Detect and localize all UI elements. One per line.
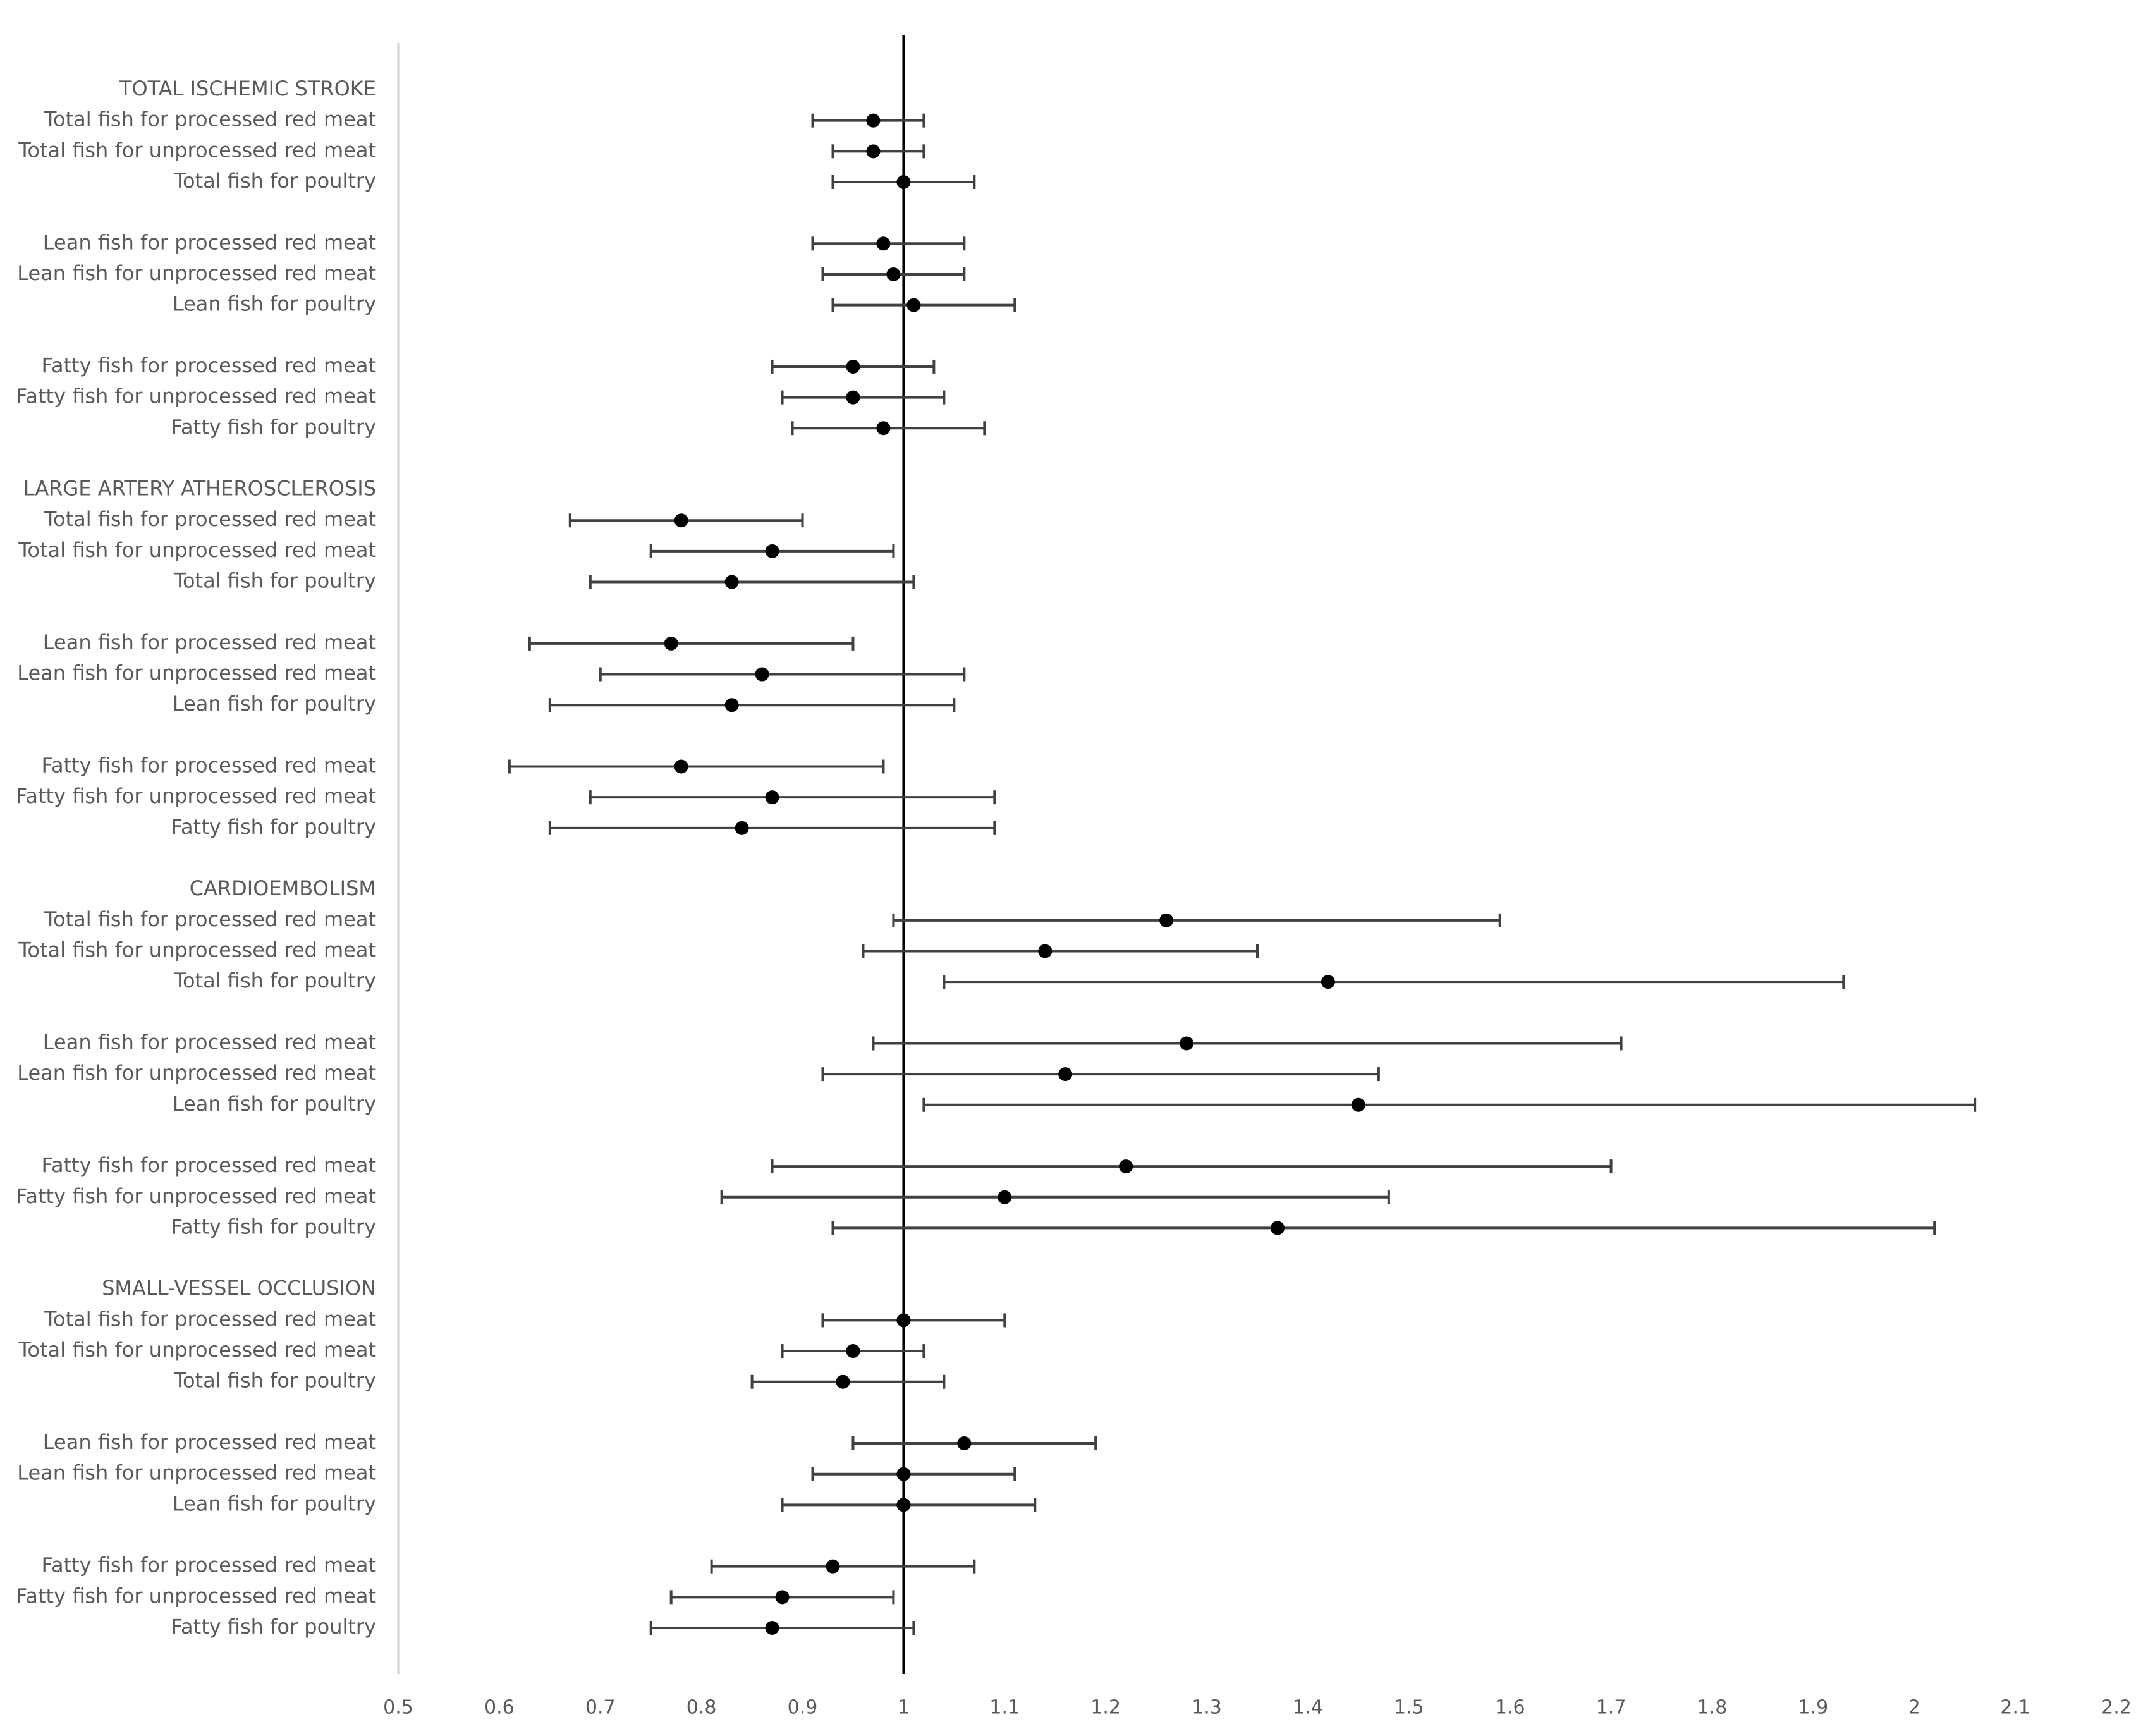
row-label: Fatty fish for poultry: [171, 1214, 376, 1238]
x-tick-label: 1.2: [1090, 1697, 1121, 1719]
row-label: Fatty fish for poultry: [171, 415, 376, 439]
confidence-intervals: [508, 113, 1977, 1635]
row-label: Lean fish for processed red meat: [43, 230, 376, 254]
point-estimate: [664, 636, 678, 651]
point-estimate: [836, 1374, 850, 1389]
x-tick-label: 0.6: [484, 1697, 515, 1719]
group-title: LARGE ARTERY ATHEROSCLEROSIS: [23, 477, 376, 501]
point-estimate: [846, 390, 860, 405]
x-tick-label: 2: [1908, 1697, 1920, 1719]
row-label: Total fish for poultry: [173, 169, 376, 193]
row-label: Lean fish for unprocessed red meat: [17, 661, 376, 685]
x-tick-label: 2.1: [2000, 1697, 2030, 1719]
row-label: Lean fish for processed red meat: [43, 1430, 376, 1454]
point-estimate: [866, 144, 881, 159]
row-label: Total fish for unprocessed red meat: [18, 1338, 376, 1362]
row-label: Fatty fish for processed red meat: [41, 353, 376, 377]
point-estimate: [765, 790, 779, 805]
point-estimate: [896, 1498, 911, 1512]
point-estimate: [876, 421, 891, 436]
point-estimate: [1159, 913, 1174, 927]
x-tick-label: 1.1: [989, 1697, 1020, 1719]
row-label: Total fish for poultry: [173, 569, 376, 593]
point-estimate: [674, 513, 688, 528]
point-estimate: [724, 575, 739, 589]
point-estimate: [876, 236, 891, 251]
point-estimate: [1119, 1159, 1133, 1174]
point-estimate: [826, 1559, 840, 1574]
row-label: Fatty fish for unprocessed red meat: [16, 1584, 376, 1608]
point-estimate: [755, 667, 769, 682]
row-label: Total fish for processed red meat: [44, 1307, 376, 1331]
x-tick-label: 1.6: [1495, 1697, 1525, 1719]
x-tick-label: 0.9: [788, 1697, 818, 1719]
point-estimate: [1351, 1097, 1365, 1112]
row-label: Total fish for unprocessed red meat: [18, 538, 376, 562]
row-label: Lean fish for unprocessed red meat: [17, 1061, 376, 1085]
point-estimate: [1058, 1067, 1073, 1082]
point-estimate: [1038, 944, 1053, 958]
row-label: Lean fish for poultry: [173, 1092, 376, 1116]
point-estimate: [896, 1467, 911, 1481]
row-label: Total fish for processed red meat: [44, 107, 376, 131]
point-estimate: [765, 544, 779, 558]
point-estimate: [846, 359, 860, 374]
x-tick-label: 1: [898, 1697, 910, 1719]
x-tick-label: 1.3: [1192, 1697, 1222, 1719]
point-estimate: [896, 1313, 911, 1328]
row-label: Lean fish for poultry: [173, 692, 376, 716]
row-label: Fatty fish for unprocessed red meat: [16, 1184, 376, 1208]
point-estimate: [906, 298, 921, 312]
row-label: Fatty fish for unprocessed red meat: [16, 784, 376, 808]
row-label: Total fish for unprocessed red meat: [18, 138, 376, 162]
point-estimate: [886, 267, 901, 281]
point-estimate: [998, 1190, 1012, 1204]
row-label: Lean fish for processed red meat: [43, 1030, 376, 1054]
x-tick-label: 0.5: [383, 1697, 413, 1719]
x-tick-label: 0.8: [687, 1697, 717, 1719]
point-estimate: [1270, 1221, 1285, 1235]
point-estimate: [1321, 975, 1335, 989]
point-estimate: [775, 1590, 790, 1605]
x-tick-label: 1.9: [1798, 1697, 1828, 1719]
x-tick-label: 2.2: [2101, 1697, 2132, 1719]
row-label: Total fish for unprocessed red meat: [18, 938, 376, 962]
row-label: Lean fish for processed red meat: [43, 630, 376, 654]
x-tick-label: 1.4: [1293, 1697, 1323, 1719]
group-title: CARDIOEMBOLISM: [190, 876, 376, 900]
point-estimate: [735, 821, 749, 835]
point-estimate: [896, 174, 911, 189]
x-tick-label: 1.7: [1596, 1697, 1626, 1719]
row-label: Total fish for poultry: [173, 969, 376, 993]
x-tick-label: 0.7: [585, 1697, 616, 1719]
point-estimate: [724, 698, 739, 712]
row-label: Total fish for processed red meat: [44, 507, 376, 531]
point-estimate: [765, 1621, 779, 1635]
row-label: Fatty fish for processed red meat: [41, 754, 376, 778]
row-label: Fatty fish for unprocessed red meat: [16, 384, 376, 408]
row-label: Total fish for processed red meat: [44, 907, 376, 931]
row-label: Fatty fish for poultry: [171, 1615, 376, 1639]
x-tick-label: 1.8: [1697, 1697, 1728, 1719]
row-label: Fatty fish for poultry: [171, 815, 376, 839]
row-label: Fatty fish for processed red meat: [41, 1553, 376, 1577]
x-tick-label: 1.5: [1394, 1697, 1424, 1719]
x-axis-ticks: 0.5 0.6 0.7 0.8 0.9 1 1.1 1.2 1.3 1.4 1.5 1.6 1.7 1.8…: [383, 1697, 2132, 1719]
row-labels: TOTAL ISCHEMIC STROKE Total fish for proc…: [16, 76, 376, 1639]
group-title: SMALL-VESSEL OCCLUSION: [102, 1276, 376, 1300]
axis-layer: [397, 35, 905, 1674]
point-estimate: [674, 759, 688, 774]
row-label: Lean fish for poultry: [173, 1491, 376, 1515]
row-label: Total fish for poultry: [173, 1369, 376, 1393]
point-estimate: [846, 1344, 860, 1359]
row-label: Lean fish for unprocessed red meat: [17, 261, 376, 285]
row-label: Lean fish for poultry: [173, 292, 376, 316]
point-estimate: [1180, 1036, 1194, 1051]
group-title: TOTAL ISCHEMIC STROKE: [119, 76, 376, 101]
point-estimate: [866, 113, 881, 128]
row-label: Fatty fish for processed red meat: [41, 1153, 376, 1177]
point-estimate: [957, 1436, 972, 1451]
row-label: Lean fish for unprocessed red meat: [17, 1461, 376, 1485]
